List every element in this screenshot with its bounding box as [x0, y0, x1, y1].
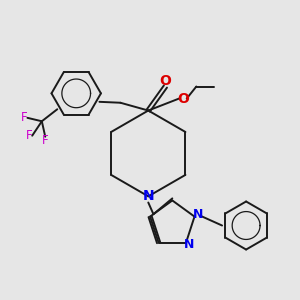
Text: O: O — [160, 74, 171, 88]
Text: F: F — [21, 111, 28, 124]
Text: F: F — [26, 129, 33, 142]
Text: F: F — [42, 134, 49, 147]
Text: N: N — [142, 189, 154, 203]
Text: N: N — [193, 208, 203, 221]
Text: O: O — [178, 92, 190, 106]
Text: N: N — [184, 238, 195, 251]
